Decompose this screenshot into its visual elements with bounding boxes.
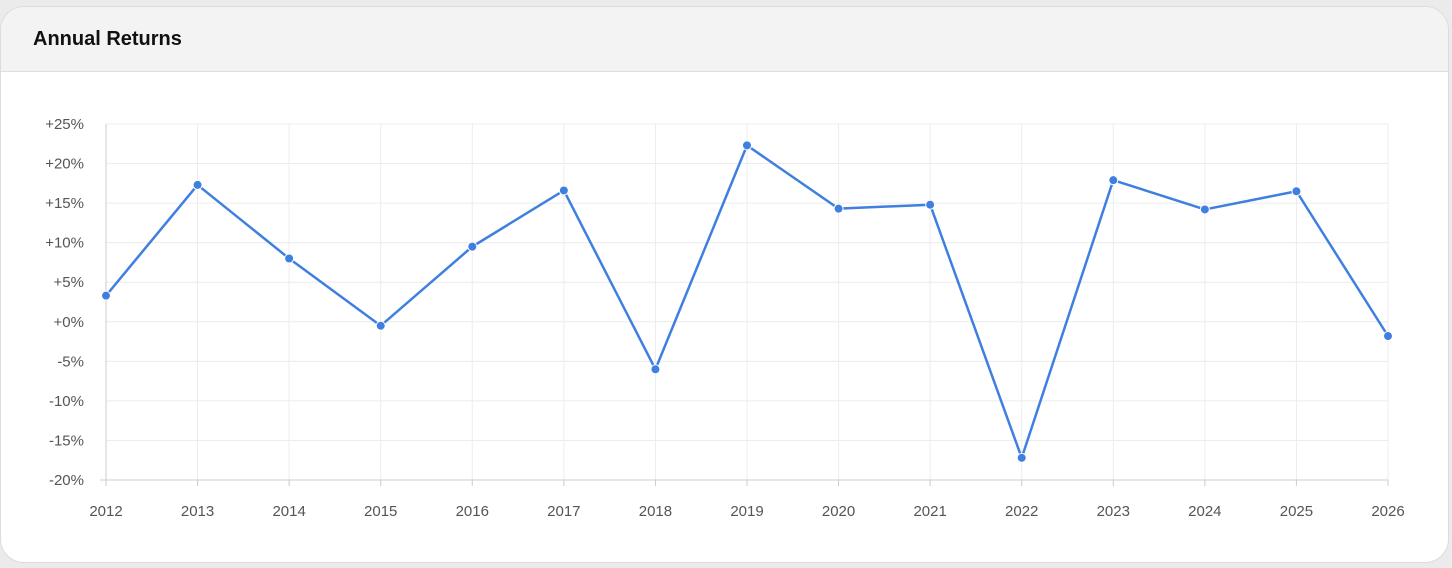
y-tick-label: +0% [54, 314, 84, 331]
chart-title: Annual Returns [33, 27, 182, 50]
x-tick-label: 2012 [89, 503, 122, 520]
x-tick-label: 2017 [547, 503, 580, 520]
y-tick-label: +5% [54, 274, 84, 291]
y-tick-label: +25% [45, 116, 84, 133]
y-tick-label: +15% [45, 195, 84, 212]
data-point[interactable] [558, 185, 569, 196]
x-tick-label: 2020 [822, 503, 855, 520]
x-tick-label: 2025 [1280, 503, 1313, 520]
y-axis-labels: +25% +20% +15% +10% +5% +0% -5% -10% -15% -20% [45, 116, 84, 489]
data-point[interactable] [1291, 186, 1302, 197]
chart-card: Annual Returns [0, 6, 1449, 563]
grid-lines [106, 123, 1389, 480]
x-tick-label: 2023 [1097, 503, 1130, 520]
x-tick-label: 2013 [181, 503, 214, 520]
y-tick-label: +20% [45, 156, 84, 173]
data-point[interactable] [1199, 204, 1210, 215]
x-tick-label: 2014 [272, 503, 305, 520]
card-header: Annual Returns [1, 7, 1448, 72]
y-tick-label: -10% [49, 393, 84, 410]
data-point[interactable] [284, 253, 295, 264]
x-tick-label: 2022 [1005, 503, 1038, 520]
data-point[interactable] [192, 179, 203, 190]
x-axis-labels: 2012 2013 2014 2015 2016 2017 2018 2019 2020 2021… [89, 503, 1404, 520]
x-tick-label: 2021 [913, 503, 946, 520]
x-tick-label: 2015 [364, 503, 397, 520]
data-point[interactable] [1108, 175, 1119, 186]
y-tick-label: +10% [45, 235, 84, 252]
x-tick-label: 2019 [730, 503, 763, 520]
data-point[interactable] [1383, 331, 1393, 342]
data-point[interactable] [742, 140, 752, 151]
x-tick-label: 2026 [1371, 503, 1404, 520]
x-tick-label: 2024 [1188, 503, 1221, 520]
y-tick-label: -5% [57, 353, 84, 370]
y-tick-label: -20% [49, 472, 84, 489]
x-tick-label: 2016 [456, 503, 489, 520]
data-point[interactable] [1016, 452, 1027, 463]
axes [100, 124, 1389, 486]
x-tick-label: 2018 [639, 503, 672, 520]
data-point[interactable] [833, 203, 844, 214]
data-point[interactable] [467, 241, 478, 252]
data-point[interactable] [650, 364, 661, 375]
data-point[interactable] [375, 320, 386, 331]
y-tick-label: -15% [49, 432, 84, 449]
data-point[interactable] [101, 290, 111, 301]
data-point[interactable] [925, 199, 936, 210]
data-points [101, 140, 1393, 463]
